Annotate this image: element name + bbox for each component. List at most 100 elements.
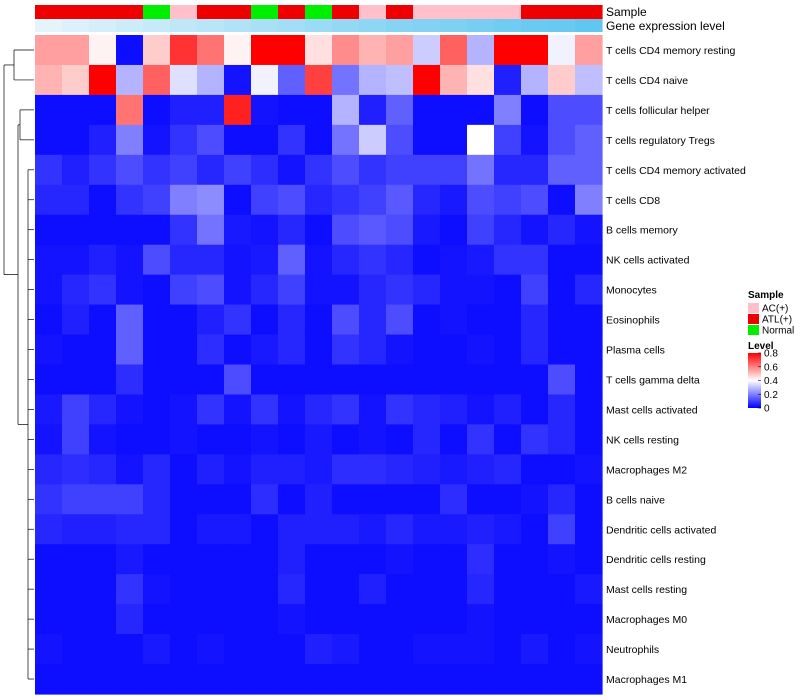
heatmap-cell	[89, 274, 117, 306]
heatmap-cell	[359, 304, 387, 336]
heatmap-cell	[62, 454, 90, 485]
heatmap-cell	[359, 184, 387, 216]
heatmap-cell	[62, 364, 90, 396]
expression-annotation-cell	[197, 19, 225, 32]
sample-annotation-cell	[467, 5, 495, 19]
heatmap-cell	[197, 364, 225, 396]
expression-annotation-cell	[62, 19, 90, 32]
heatmap-cell	[143, 244, 171, 276]
heatmap-cell	[35, 244, 63, 276]
heatmap-cell	[467, 664, 495, 695]
heatmap-cell	[62, 244, 90, 276]
heatmap-cell	[278, 514, 306, 545]
heatmap-cell	[440, 634, 468, 665]
heatmap-cell	[62, 154, 90, 186]
heatmap-cell	[143, 35, 171, 66]
heatmap-cell	[521, 334, 549, 366]
heatmap-cell	[332, 514, 360, 545]
heatmap-cell	[575, 184, 603, 216]
heatmap-cell	[305, 274, 333, 306]
heatmap-cell	[548, 364, 576, 396]
row-label: Eosinophils	[606, 315, 660, 327]
heatmap-cell	[494, 244, 522, 276]
heatmap-cell	[224, 454, 252, 485]
heatmap-cell	[305, 544, 333, 575]
heatmap-cell	[116, 424, 144, 455]
heatmap-cell	[224, 664, 252, 695]
heatmap-cell	[170, 304, 198, 336]
heatmap-cell	[521, 454, 549, 485]
heatmap-cell	[548, 304, 576, 336]
heatmap-cell	[278, 604, 306, 635]
heatmap-cell	[62, 64, 90, 96]
heatmap-cell	[332, 664, 360, 695]
heatmap-cell	[332, 574, 360, 605]
heatmap-cell	[386, 634, 414, 665]
heatmap-cell	[224, 214, 252, 246]
heatmap-cell	[116, 184, 144, 216]
heatmap-cell	[89, 454, 117, 485]
heatmap-cell	[386, 244, 414, 276]
row-label: Neutrophils	[606, 644, 659, 656]
heatmap-cell	[116, 364, 144, 396]
heatmap-cell	[521, 64, 549, 96]
row-label: Dendritic cells resting	[606, 554, 706, 566]
heatmap-cell	[440, 484, 468, 515]
heatmap-cell	[89, 304, 117, 336]
heatmap-cell	[413, 244, 441, 276]
heatmap-cell	[440, 334, 468, 366]
heatmap-cell	[575, 94, 603, 126]
row-label: Dendritic cells activated	[606, 524, 716, 536]
level-legend: Level 0.8 0.6 0.4 0.2 0	[748, 341, 778, 415]
row-label: T cells CD4 memory activated	[606, 165, 746, 177]
heatmap-cell	[251, 574, 279, 605]
heatmap-cell	[170, 424, 198, 455]
heatmap-cell	[62, 604, 90, 635]
heatmap-cell	[359, 544, 387, 575]
heatmap-cell	[521, 214, 549, 246]
heatmap-cell	[386, 64, 414, 96]
sample-annotation-title: Sample	[606, 5, 647, 19]
heatmap-cell	[521, 35, 549, 66]
heatmap-cell	[170, 94, 198, 126]
expression-annotation-cell	[548, 19, 576, 32]
heatmap-cell	[89, 484, 117, 515]
heatmap-cell	[170, 364, 198, 396]
heatmap-cell	[359, 94, 387, 126]
heatmap-cell	[413, 394, 441, 425]
heatmap-cell	[197, 394, 225, 425]
heatmap-cell	[467, 184, 495, 216]
heatmap-cell	[116, 154, 144, 186]
heatmap-cell	[548, 634, 576, 665]
heatmap-cell	[386, 124, 414, 156]
heatmap-cell	[278, 124, 306, 156]
heatmap-cell	[251, 124, 279, 156]
heatmap-cell	[143, 334, 171, 366]
heatmap-cell	[197, 184, 225, 216]
row-dendrogram	[3, 49, 34, 680]
heatmap-cell	[548, 124, 576, 156]
heatmap-cell	[197, 94, 225, 126]
expression-annotation-cell	[494, 19, 522, 32]
heatmap-cell	[575, 454, 603, 485]
sample-legend-title: Sample	[748, 290, 784, 301]
expression-annotation-cell	[224, 19, 252, 32]
heatmap-cell	[89, 634, 117, 665]
heatmap-cell	[521, 424, 549, 455]
heatmap-cell	[89, 394, 117, 425]
row-label: Macrophages M0	[606, 614, 687, 626]
heatmap-cell	[413, 484, 441, 515]
heatmap-cell	[224, 124, 252, 156]
heatmap-cell	[251, 664, 279, 695]
heatmap-cell	[386, 544, 414, 575]
heatmap-cell	[116, 454, 144, 485]
expression-annotation-cell	[359, 19, 387, 32]
heatmap-cell	[89, 244, 117, 276]
heatmap-cell	[143, 124, 171, 156]
heatmap-cell	[62, 634, 90, 665]
heatmap-cell	[305, 514, 333, 545]
heatmap-cell	[143, 424, 171, 455]
heatmap-cell	[548, 334, 576, 366]
heatmap-cell	[278, 94, 306, 126]
heatmap-cell	[386, 35, 414, 66]
